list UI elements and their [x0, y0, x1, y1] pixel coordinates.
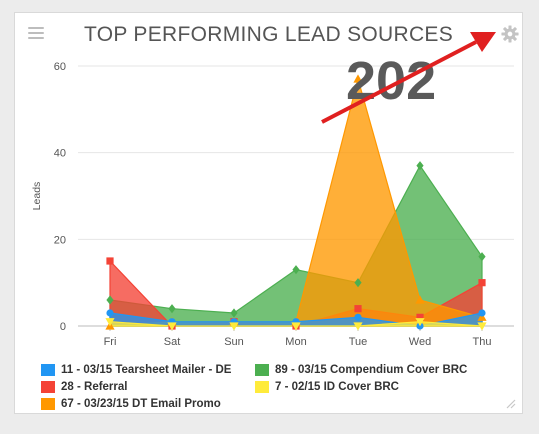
- data-point: [478, 279, 486, 287]
- x-tick-label: Wed: [409, 336, 431, 348]
- data-point: [354, 313, 362, 321]
- arrow-head: [470, 32, 496, 52]
- legend-item[interactable]: 67 - 03/23/15 DT Email Promo: [41, 398, 255, 410]
- data-point: [415, 295, 425, 304]
- data-point: [354, 305, 362, 313]
- y-tick-label: 0: [60, 321, 66, 333]
- data-point: [478, 252, 486, 262]
- legend-label: 89 - 03/15 Compendium Cover BRC: [275, 364, 468, 376]
- data-point: [477, 322, 487, 331]
- x-tick-label: Tue: [349, 336, 368, 348]
- data-point: [106, 257, 114, 265]
- data-point: [416, 161, 424, 171]
- y-tick-label: 20: [54, 234, 66, 246]
- legend-label: 7 - 02/15 ID Cover BRC: [275, 381, 399, 393]
- x-tick-label: Mon: [285, 336, 306, 348]
- legend-swatch: [255, 364, 269, 376]
- data-point: [353, 74, 363, 83]
- data-point: [416, 313, 424, 321]
- chart-title: TOP PERFORMING LEAD SOURCES: [83, 23, 454, 46]
- resize-handle-icon[interactable]: [506, 399, 516, 409]
- data-point: [478, 309, 486, 317]
- data-point: [106, 309, 114, 317]
- legend-swatch: [41, 364, 55, 376]
- legend-item[interactable]: 89 - 03/15 Compendium Cover BRC: [255, 364, 515, 376]
- x-tick-label: Thu: [473, 336, 492, 348]
- data-point: [291, 322, 301, 331]
- x-tick-label: Sun: [224, 336, 244, 348]
- data-point: [106, 295, 114, 305]
- legend-swatch: [255, 381, 269, 393]
- x-tick-label: Fri: [104, 336, 117, 348]
- legend-item[interactable]: 11 - 03/15 Tearsheet Mailer - DE: [41, 364, 255, 376]
- data-point: [353, 322, 363, 331]
- data-point: [415, 318, 425, 327]
- y-tick-label: 40: [54, 148, 66, 160]
- data-point: [167, 322, 177, 331]
- arrow-shaft: [321, 40, 477, 124]
- legend-swatch: [41, 381, 55, 393]
- data-point: [477, 312, 487, 321]
- data-point: [292, 265, 300, 275]
- legend-item[interactable]: 28 - Referral: [41, 381, 255, 393]
- chart-legend: 11 - 03/15 Tearsheet Mailer - DE 89 - 03/…: [41, 364, 515, 410]
- legend-swatch: [41, 398, 55, 410]
- data-point: [354, 278, 362, 288]
- data-point: [230, 308, 238, 318]
- data-point: [168, 304, 176, 314]
- data-point: [105, 318, 115, 327]
- gear-icon[interactable]: [501, 25, 519, 43]
- x-tick-label: Sat: [164, 336, 181, 348]
- legend-label: 28 - Referral: [61, 381, 128, 393]
- hamburger-menu-icon[interactable]: [28, 27, 44, 39]
- legend-label: 11 - 03/15 Tearsheet Mailer - DE: [61, 364, 232, 376]
- legend-item[interactable]: 7 - 02/15 ID Cover BRC: [255, 381, 515, 393]
- y-axis-label: Leads: [31, 182, 43, 211]
- y-tick-label: 60: [54, 61, 66, 73]
- data-point: [229, 322, 239, 331]
- legend-label: 67 - 03/23/15 DT Email Promo: [61, 398, 221, 410]
